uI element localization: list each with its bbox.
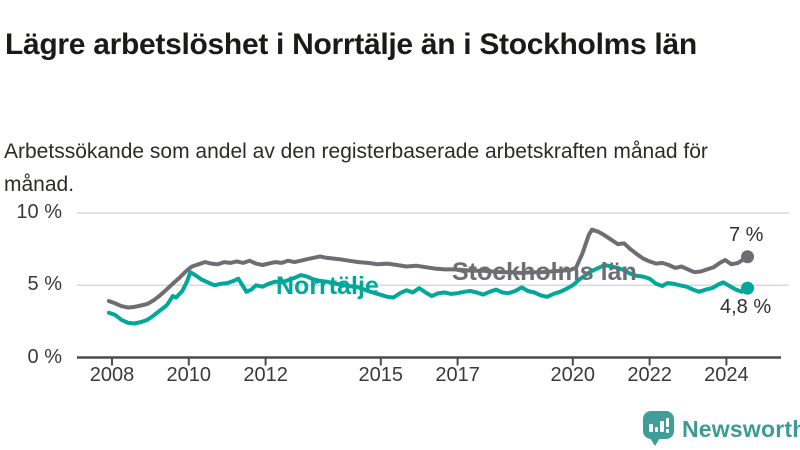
series-label-norrtalje: Norrtälje bbox=[276, 272, 379, 300]
bar-chart-speech-bubble-icon bbox=[643, 411, 674, 447]
end-dot-norrt-lje bbox=[741, 281, 755, 295]
x-tick-label: 2012 bbox=[243, 364, 288, 386]
chart-subtitle: Arbetssökande som andel av den registerb… bbox=[4, 140, 708, 197]
end-value-label-norrtalje: 4,8 % bbox=[720, 296, 772, 318]
page-title: Lägre arbetslöshet i Norrtälje än i Stoc… bbox=[5, 28, 697, 62]
x-tick-label: 2024 bbox=[704, 364, 749, 386]
logo-wordmark: Newsworthy bbox=[682, 415, 800, 442]
x-tick-label: 2008 bbox=[89, 364, 135, 386]
x-tick-label: 2010 bbox=[166, 364, 212, 386]
x-tick-label: 2020 bbox=[550, 364, 596, 386]
y-tick-label: 10 % bbox=[16, 201, 62, 223]
x-tick-label: 2017 bbox=[435, 364, 480, 386]
end-dot-stockholms-l-n bbox=[741, 250, 755, 264]
newsworthy-logo[interactable]: Newsworthy bbox=[643, 411, 800, 447]
x-tick-label: 2015 bbox=[358, 364, 404, 386]
series-line-norrt-lje bbox=[106, 263, 750, 326]
y-tick-label: 0 % bbox=[27, 345, 62, 368]
series-label-stockholms-lan: Stockholms län bbox=[452, 258, 637, 286]
end-value-label-stockholms-lan: 7 % bbox=[729, 224, 764, 246]
x-tick-label: 2022 bbox=[627, 364, 672, 386]
y-tick-label: 5 % bbox=[27, 273, 62, 296]
series-line-stockholms-l-n bbox=[106, 227, 750, 310]
